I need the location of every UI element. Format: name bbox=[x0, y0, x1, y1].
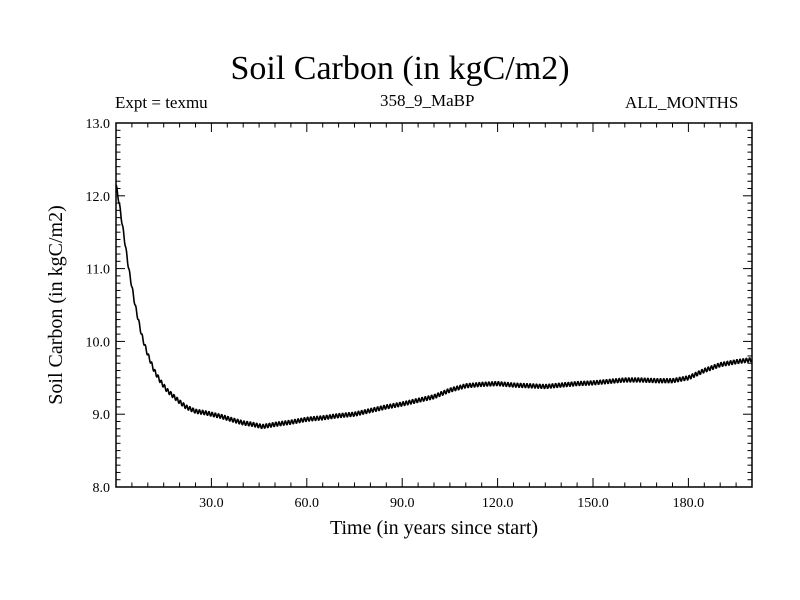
x-tick-label: 120.0 bbox=[482, 496, 514, 511]
months-label: ALL_MONTHS bbox=[625, 93, 739, 112]
x-tick-label: 60.0 bbox=[295, 496, 320, 511]
plot-frame bbox=[115, 122, 753, 488]
x-tick-label: 30.0 bbox=[199, 496, 224, 511]
soil-carbon-line bbox=[115, 184, 753, 430]
y-tick-label: 12.0 bbox=[86, 190, 111, 205]
y-axis-label: Soil Carbon (in kgC/m2) bbox=[45, 205, 67, 404]
y-tick-labels: 8.0 9.0 10.0 11.0 12.0 13.0 bbox=[86, 117, 111, 496]
x-tick-label: 90.0 bbox=[390, 496, 415, 511]
axis-ticks bbox=[116, 122, 752, 488]
x-tick-label: 150.0 bbox=[577, 496, 609, 511]
x-tick-label: 180.0 bbox=[673, 496, 705, 511]
y-tick-label: 9.0 bbox=[93, 408, 111, 423]
period-label: 358_9_MaBP bbox=[380, 91, 475, 110]
y-tick-label: 8.0 bbox=[93, 481, 111, 496]
experiment-label: Expt = texmu bbox=[115, 93, 208, 112]
x-axis-label: Time (in years since start) bbox=[330, 517, 538, 539]
chart-title: Soil Carbon (in kgC/m2) bbox=[230, 50, 570, 87]
y-tick-label: 11.0 bbox=[86, 263, 110, 278]
y-tick-label: 10.0 bbox=[86, 335, 111, 350]
x-tick-labels: 30.0 60.0 90.0 120.0 150.0 180.0 bbox=[199, 496, 704, 511]
y-tick-label: 13.0 bbox=[86, 117, 111, 132]
